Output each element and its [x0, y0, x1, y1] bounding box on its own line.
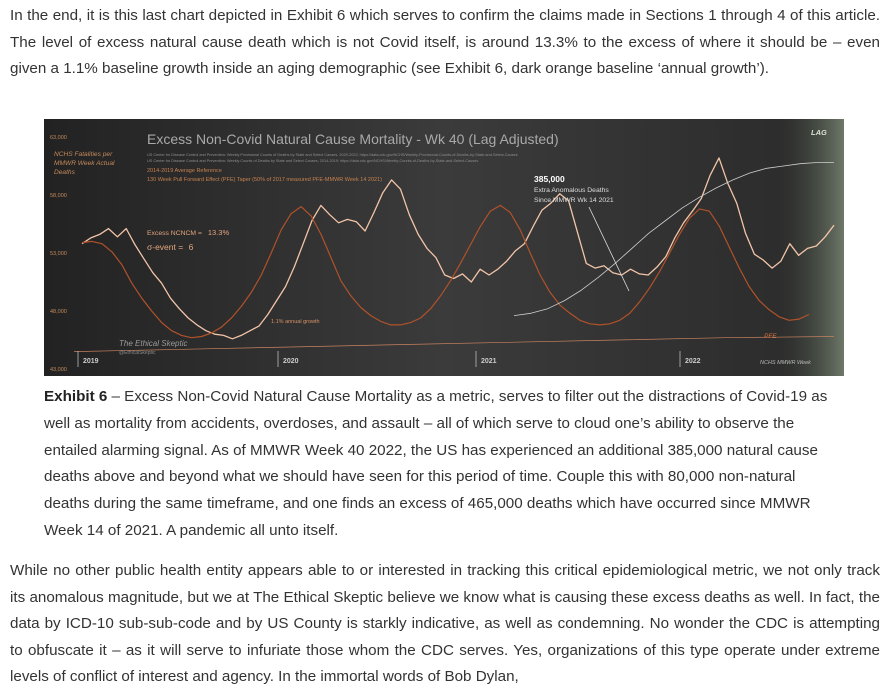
pfe-annotation: PFE — [764, 333, 777, 340]
intro-paragraph: In the end, it is this last chart depict… — [10, 7, 880, 77]
chart-source-1: US Center for Disease Control and Preven… — [147, 153, 518, 157]
series-line-2 — [513, 162, 834, 316]
y-tick-label: 58,000 — [50, 193, 67, 199]
series-line-3 — [73, 336, 835, 352]
x-axis-label: NCHS MMWR Week — [760, 360, 811, 366]
chart-canvas: 63,000 58,000 53,000 48,000 43,000 2019 2020 20… — [44, 119, 844, 376]
exhibit-6-chart: 63,000 58,000 53,000 48,000 43,000 2019 2020 20… — [44, 119, 844, 376]
closing-paragraph: While no other public health entity appe… — [10, 562, 880, 685]
watermark-handle: @EthicalSkeptic — [119, 350, 156, 356]
excess-annotation: Excess NCNCM = 13.3% — [147, 228, 229, 237]
chart-source-2: US Center for Disease Control and Preven… — [147, 159, 478, 163]
y-axis-label: NCHS Fatalities per MMWR Week Actual Dea… — [54, 151, 115, 176]
series-line-0 — [81, 157, 835, 340]
y-tick-label: 53,000 — [50, 251, 67, 257]
series-line-1 — [81, 204, 810, 339]
scrollbar[interactable] — [888, 0, 892, 699]
total-excess-value: 385,000 — [534, 174, 565, 184]
x-tick-label: 2020 — [283, 358, 299, 365]
legend-average: 2014-2019 Average Reference — [147, 168, 222, 174]
caption-text: – Excess Non-Covid Natural Cause Mortali… — [44, 388, 828, 539]
watermark-name: The Ethical Skeptic — [119, 339, 187, 348]
x-tick-label: 2019 — [83, 358, 99, 365]
total-excess-line3: Since MMWR Wk 14 2021 — [534, 197, 614, 204]
sigma-annotation: σ-event = 6 — [147, 242, 194, 252]
y-axis-label-box: NCHS Fatalities per MMWR Week Actual Dea… — [54, 151, 115, 176]
annotation-pointer — [588, 206, 630, 292]
x-tick-label: 2022 — [685, 358, 701, 365]
total-excess-line2: Extra Anomalous Deaths — [534, 187, 609, 194]
exhibit-caption: Exhibit 6 – Excess Non-Covid Natural Cau… — [44, 384, 844, 545]
growth-annotation: 1.1% annual growth — [271, 319, 320, 325]
legend-pfe: 130 Week Pull Forward Effect (PFE) Taper… — [147, 177, 382, 183]
x-tick-label: 2021 — [481, 358, 497, 365]
y-tick-label: 43,000 — [50, 367, 67, 373]
y-tick-label: 48,000 — [50, 309, 67, 315]
y-tick-label: 63,000 — [50, 135, 67, 141]
lag-annotation: LAG — [811, 128, 827, 137]
caption-label: Exhibit 6 — [44, 388, 108, 405]
chart-title: Excess Non-Covid Natural Cause Mortality… — [147, 131, 559, 147]
